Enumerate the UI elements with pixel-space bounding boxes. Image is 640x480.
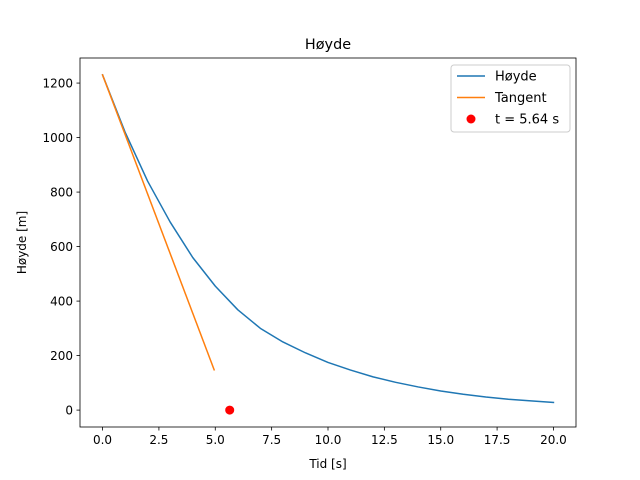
- y-tick-label: 1200: [42, 76, 73, 90]
- legend-box: [450, 64, 571, 133]
- y-tick-label: 400: [50, 294, 73, 308]
- y-tick-label: 200: [50, 349, 73, 363]
- y-axis-label: Høyde [m]: [15, 211, 29, 274]
- x-tick-label: 12.5: [371, 433, 398, 447]
- x-tick-label: 0.0: [93, 433, 112, 447]
- y-tick-label: 0: [65, 403, 73, 417]
- series-line-1: [101, 73, 555, 404]
- series-layer: [101, 73, 555, 415]
- x-tick-label: 17.5: [484, 433, 511, 447]
- legend-label: t = 5.64 s: [495, 113, 559, 128]
- y-tick-label: 1000: [42, 131, 73, 145]
- x-tick-label: 5.0: [206, 433, 225, 447]
- y-tick-label: 800: [50, 185, 73, 199]
- legend-label: Tangent: [494, 91, 547, 106]
- series-line-2: [101, 73, 216, 371]
- chart-title: Høyde: [305, 37, 351, 53]
- x-tick-label: 2.5: [149, 433, 168, 447]
- x-tick-label: 15.0: [427, 433, 454, 447]
- legend-label: Høyde: [495, 70, 537, 85]
- x-tick-label: 7.5: [262, 433, 281, 447]
- y-ticks: 0 200 400 600 800 1000 1200: [42, 76, 80, 417]
- x-ticks: 0.0 2.5 5.0 7.5 10.0 12.5 15.0 17.5 20.0: [93, 427, 567, 447]
- y-tick-label: 600: [50, 240, 73, 254]
- x-tick-label: 20.0: [540, 433, 567, 447]
- x-axis-label: Tid [s]: [308, 457, 346, 471]
- scatter-point: [225, 405, 235, 415]
- legend-marker-swatch: [466, 114, 476, 124]
- legend: Høyde Tangent t = 5.64 s: [450, 64, 571, 133]
- x-tick-label: 10.0: [315, 433, 342, 447]
